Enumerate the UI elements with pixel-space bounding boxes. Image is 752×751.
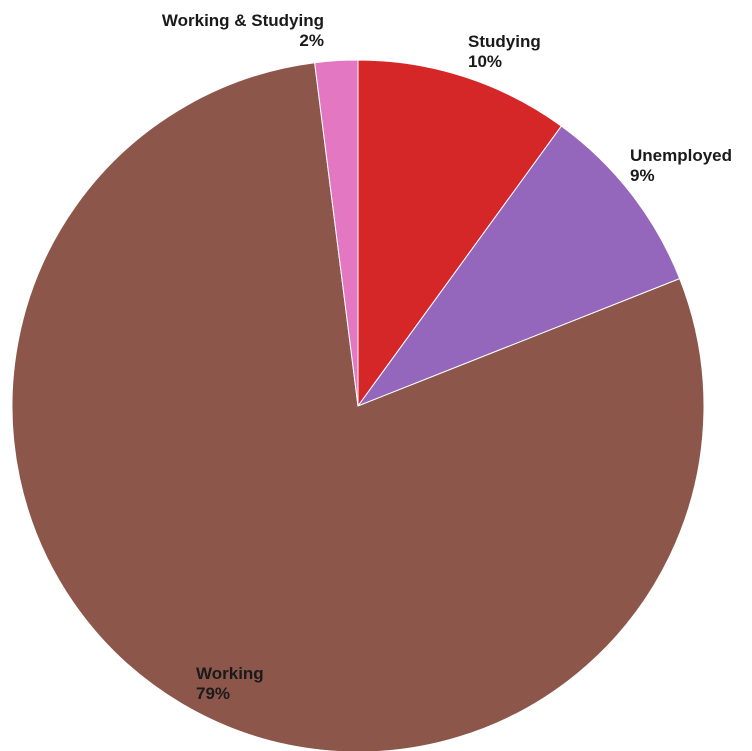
slice-value-working-studying: 2% — [299, 31, 324, 50]
pie-slice-studying — [357, 59, 563, 408]
slice-label-unemployed: Unemployed — [630, 146, 732, 165]
slice-label-working: Working — [196, 664, 264, 683]
pie-slice-working-studying — [314, 59, 359, 407]
slice-label-studying: Studying — [468, 32, 541, 51]
slice-label-working-studying: Working & Studying — [162, 11, 324, 30]
slice-value-unemployed: 9% — [630, 166, 655, 185]
pie-slice-working — [11, 62, 705, 751]
slice-value-studying: 10% — [468, 52, 502, 71]
slice-value-working: 79% — [196, 684, 230, 703]
pie-slices — [11, 59, 705, 751]
pie-slice-unemployed — [356, 125, 681, 408]
